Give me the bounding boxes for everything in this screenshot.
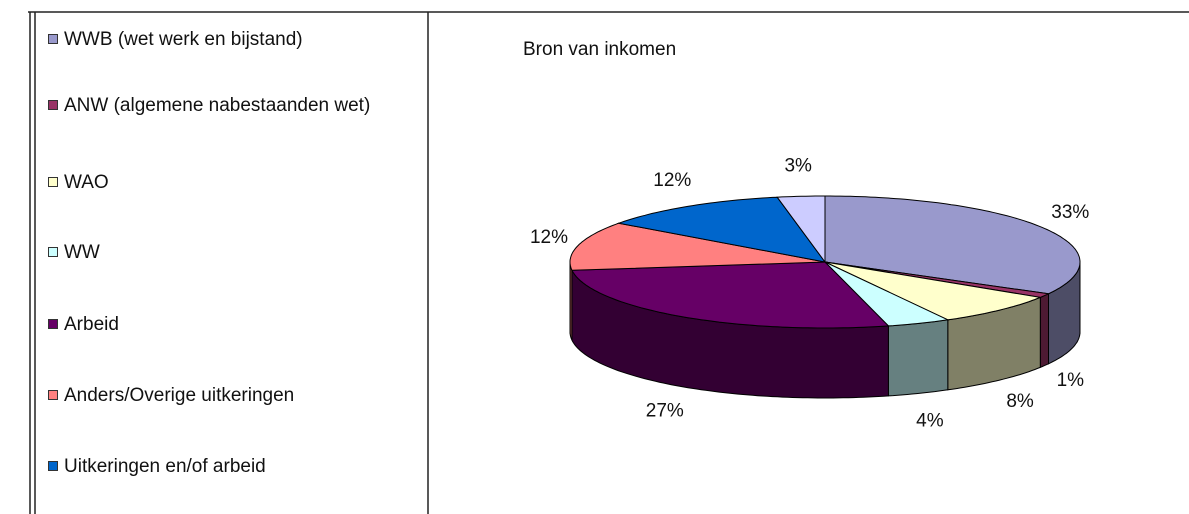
data-label: 8% xyxy=(1006,391,1034,412)
data-label: 3% xyxy=(784,155,812,176)
legend-item: Arbeid xyxy=(48,313,436,336)
legend-swatch xyxy=(48,461,58,471)
slice-side xyxy=(569,262,573,341)
data-label: 12% xyxy=(653,170,691,191)
legend-item: WW xyxy=(48,241,436,264)
legend-label: Anders/Overige uitkeringen xyxy=(64,385,295,406)
legend-swatch xyxy=(48,100,58,110)
legend-label: WWB (wet werk en bijstand) xyxy=(64,29,303,50)
slice xyxy=(776,195,826,264)
slice xyxy=(824,261,1043,321)
slice xyxy=(824,195,1081,295)
legend-label: ANW (algemene nabestaanden wet) xyxy=(64,95,371,116)
legend-swatch xyxy=(48,390,58,400)
legend-item: ANW (algemene nabestaanden wet) xyxy=(48,94,436,117)
legend-item: WWB (wet werk en bijstand) xyxy=(48,28,436,51)
slice xyxy=(571,261,890,329)
slice-side xyxy=(1039,293,1049,369)
legend-swatch xyxy=(48,247,58,257)
slice-side xyxy=(887,319,949,397)
data-label: 1% xyxy=(1057,370,1085,391)
legend-swatch xyxy=(48,177,58,187)
slice xyxy=(569,222,826,271)
slice xyxy=(824,261,950,327)
slice xyxy=(616,196,827,263)
legend-label: Uitkeringen en/of arbeid xyxy=(64,456,266,477)
chart-title: Bron van inkomen xyxy=(523,39,676,60)
pie-tops xyxy=(569,195,1081,329)
data-label: 27% xyxy=(646,400,684,421)
legend-item: Anders/Overige uitkeringen xyxy=(48,384,436,407)
legend-label: WAO xyxy=(64,172,109,193)
legend-label: Arbeid xyxy=(64,314,119,335)
legend-item: Uitkeringen en/of arbeid xyxy=(48,455,436,478)
data-label: 4% xyxy=(916,410,944,431)
legend-label: WW xyxy=(64,242,100,263)
data-label: 12% xyxy=(530,227,568,248)
legend-swatch xyxy=(48,34,58,44)
legend-swatch xyxy=(48,319,58,329)
legend-item: WAO xyxy=(48,171,436,194)
data-label: 33% xyxy=(1051,202,1089,223)
